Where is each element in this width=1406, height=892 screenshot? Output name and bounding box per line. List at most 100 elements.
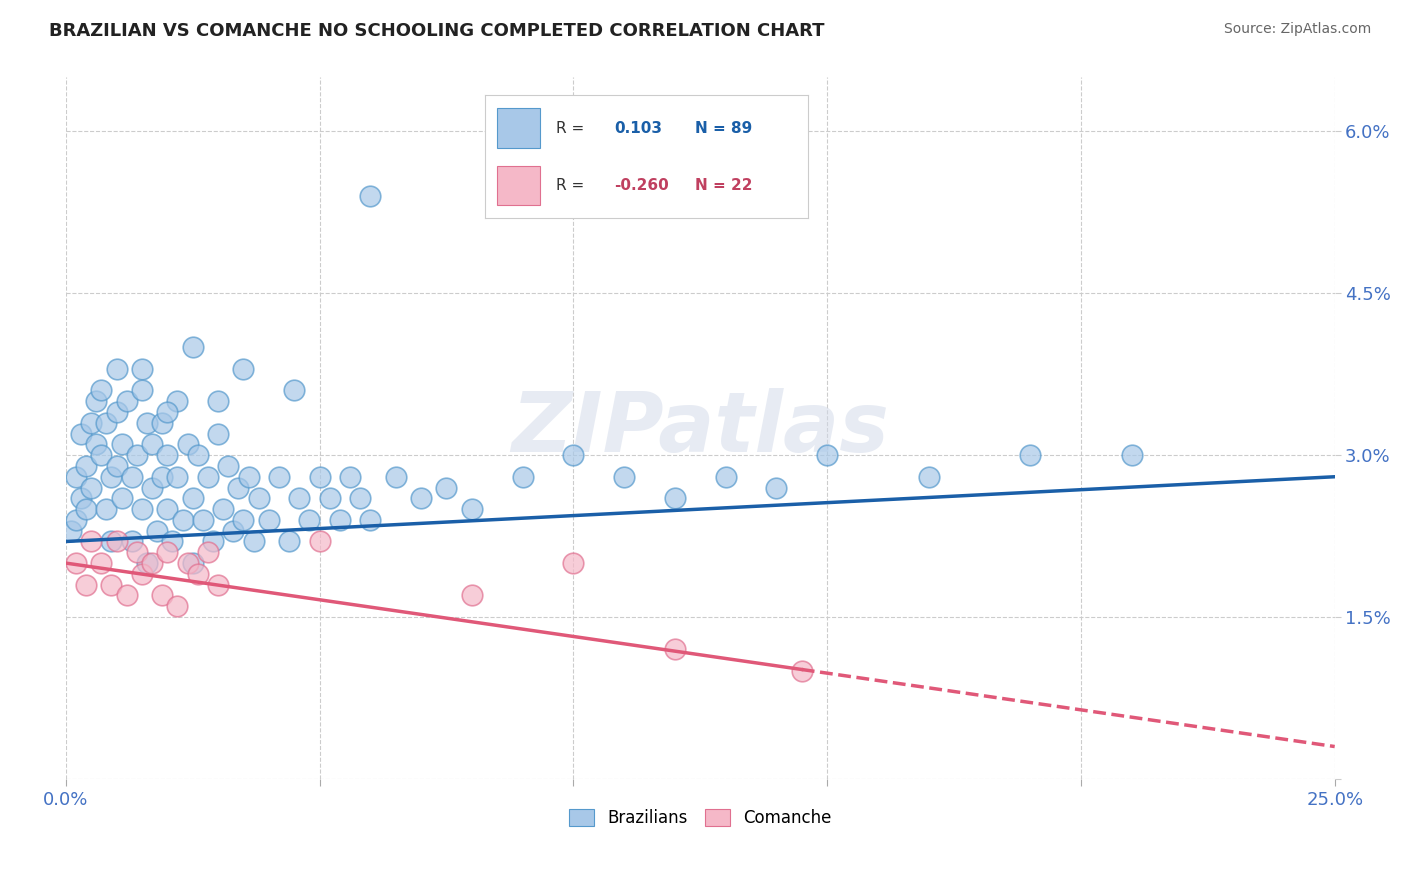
Point <box>105 405 128 419</box>
Point <box>131 566 153 581</box>
Point <box>141 556 163 570</box>
Point <box>815 448 838 462</box>
Point <box>156 545 179 559</box>
Point <box>319 491 342 506</box>
Point <box>664 642 686 657</box>
Point <box>136 416 159 430</box>
Point <box>187 448 209 462</box>
Point <box>111 437 134 451</box>
Point <box>121 469 143 483</box>
Point <box>1121 448 1143 462</box>
Point <box>125 448 148 462</box>
Point <box>59 524 82 538</box>
Point <box>613 469 636 483</box>
Point <box>247 491 270 506</box>
Point <box>80 534 103 549</box>
Point <box>562 448 585 462</box>
Point <box>65 513 87 527</box>
Point <box>267 469 290 483</box>
Point <box>70 426 93 441</box>
Point <box>121 534 143 549</box>
Point <box>115 394 138 409</box>
Point <box>84 437 107 451</box>
Point <box>411 491 433 506</box>
Point <box>242 534 264 549</box>
Point <box>150 589 173 603</box>
Point <box>115 589 138 603</box>
Point <box>359 189 381 203</box>
Point <box>125 545 148 559</box>
Point <box>217 458 239 473</box>
Point <box>232 513 254 527</box>
Point <box>461 502 484 516</box>
Point <box>288 491 311 506</box>
Point <box>257 513 280 527</box>
Point <box>162 534 184 549</box>
Point <box>562 556 585 570</box>
Point <box>308 534 330 549</box>
Text: BRAZILIAN VS COMANCHE NO SCHOOLING COMPLETED CORRELATION CHART: BRAZILIAN VS COMANCHE NO SCHOOLING COMPL… <box>49 22 825 40</box>
Point <box>222 524 245 538</box>
Point <box>141 481 163 495</box>
Point <box>100 469 122 483</box>
Point <box>207 577 229 591</box>
Point <box>308 469 330 483</box>
Point <box>131 502 153 516</box>
Point <box>100 534 122 549</box>
Point <box>105 458 128 473</box>
Point <box>232 361 254 376</box>
Point <box>197 545 219 559</box>
Point <box>111 491 134 506</box>
Point <box>65 469 87 483</box>
Point <box>166 469 188 483</box>
Point <box>714 469 737 483</box>
Legend: Brazilians, Comanche: Brazilians, Comanche <box>562 802 838 834</box>
Point <box>90 448 112 462</box>
Point <box>131 384 153 398</box>
Point <box>156 502 179 516</box>
Point <box>80 416 103 430</box>
Point <box>172 513 194 527</box>
Point <box>512 469 534 483</box>
Point <box>917 469 939 483</box>
Point <box>181 556 204 570</box>
Text: Source: ZipAtlas.com: Source: ZipAtlas.com <box>1223 22 1371 37</box>
Point <box>90 384 112 398</box>
Point <box>90 556 112 570</box>
Point <box>105 534 128 549</box>
Point <box>150 469 173 483</box>
Point <box>329 513 352 527</box>
Point <box>176 437 198 451</box>
Point <box>166 599 188 614</box>
Point <box>207 394 229 409</box>
Point <box>181 491 204 506</box>
Text: ZIPatlas: ZIPatlas <box>512 388 889 468</box>
Point <box>201 534 224 549</box>
Point <box>664 491 686 506</box>
Point <box>207 426 229 441</box>
Point <box>166 394 188 409</box>
Point <box>150 416 173 430</box>
Point <box>181 340 204 354</box>
Point <box>278 534 301 549</box>
Point <box>156 448 179 462</box>
Point <box>146 524 169 538</box>
Point <box>359 513 381 527</box>
Point <box>65 556 87 570</box>
Point <box>197 469 219 483</box>
Point <box>384 469 406 483</box>
Point <box>191 513 214 527</box>
Point <box>790 664 813 678</box>
Point <box>105 361 128 376</box>
Point <box>75 502 97 516</box>
Point <box>461 589 484 603</box>
Point <box>298 513 321 527</box>
Point <box>131 361 153 376</box>
Point <box>136 556 159 570</box>
Point <box>156 405 179 419</box>
Point <box>349 491 371 506</box>
Y-axis label: No Schooling Completed: No Schooling Completed <box>0 326 8 531</box>
Point <box>238 469 260 483</box>
Point <box>80 481 103 495</box>
Point <box>176 556 198 570</box>
